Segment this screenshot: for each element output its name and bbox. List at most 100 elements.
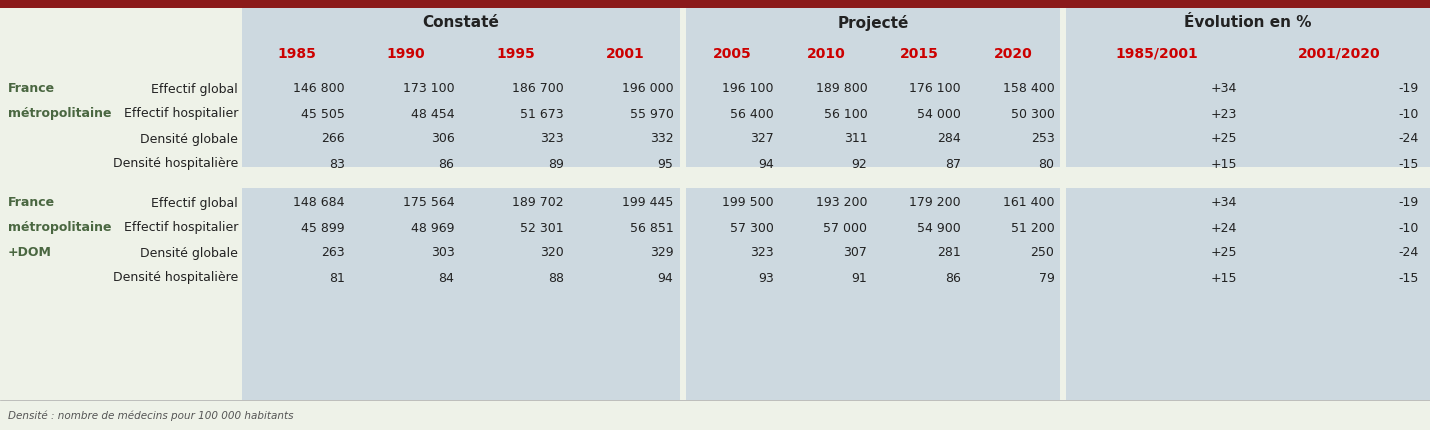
Text: 323: 323 [541, 132, 563, 145]
Text: Projecté: Projecté [838, 15, 908, 31]
Text: 175 564: 175 564 [403, 196, 455, 209]
Text: 189 702: 189 702 [512, 196, 563, 209]
Text: 95: 95 [658, 157, 674, 170]
Text: Densité globale: Densité globale [140, 246, 237, 259]
Text: -19: -19 [1399, 82, 1419, 95]
Text: métropolitaine: métropolitaine [9, 107, 112, 120]
Text: 176 100: 176 100 [909, 82, 961, 95]
Text: 281: 281 [937, 246, 961, 259]
Text: 91: 91 [852, 271, 868, 284]
Bar [242, 9, 681, 400]
Text: 87: 87 [945, 157, 961, 170]
Text: Densité hospitalière: Densité hospitalière [113, 157, 237, 170]
Text: 56 100: 56 100 [824, 107, 868, 120]
Bar [1060, 9, 1065, 400]
Text: 2020: 2020 [994, 46, 1032, 60]
Text: 161 400: 161 400 [1002, 196, 1054, 209]
Bar [681, 9, 686, 400]
Text: -10: -10 [1399, 107, 1419, 120]
Text: Effectif global: Effectif global [152, 82, 237, 95]
Text: 1995: 1995 [496, 46, 535, 60]
Text: 93: 93 [758, 271, 774, 284]
Text: -15: -15 [1399, 157, 1419, 170]
Text: 86: 86 [945, 271, 961, 284]
Bar [686, 9, 1060, 400]
Text: 48 454: 48 454 [410, 107, 455, 120]
Text: 52 301: 52 301 [521, 221, 563, 234]
Text: 2005: 2005 [714, 46, 752, 60]
Text: France: France [9, 196, 56, 209]
Text: 94: 94 [758, 157, 774, 170]
Text: 148 684: 148 684 [293, 196, 345, 209]
Text: 199 500: 199 500 [722, 196, 774, 209]
Text: France: France [9, 82, 56, 95]
Text: 45 899: 45 899 [302, 221, 345, 234]
Text: 56 851: 56 851 [629, 221, 674, 234]
Text: 158 400: 158 400 [1002, 82, 1054, 95]
Text: 83: 83 [329, 157, 345, 170]
Text: Évolution en %: Évolution en % [1184, 15, 1311, 30]
Bar [1065, 9, 1430, 400]
Text: 329: 329 [649, 246, 674, 259]
Text: 196 000: 196 000 [622, 82, 674, 95]
Text: 263: 263 [322, 246, 345, 259]
Text: 81: 81 [329, 271, 345, 284]
Text: 2015: 2015 [901, 46, 940, 60]
Text: -24: -24 [1399, 132, 1419, 145]
Text: 51 200: 51 200 [1011, 221, 1054, 234]
Text: Effectif hospitalier: Effectif hospitalier [123, 107, 237, 120]
Text: Densité globale: Densité globale [140, 132, 237, 145]
Text: +25: +25 [1211, 132, 1237, 145]
Text: 92: 92 [852, 157, 868, 170]
Text: Constaté: Constaté [422, 15, 499, 30]
Text: +34: +34 [1211, 196, 1237, 209]
Text: 199 445: 199 445 [622, 196, 674, 209]
Text: +24: +24 [1211, 221, 1237, 234]
Text: 307: 307 [844, 246, 868, 259]
Text: 51 673: 51 673 [521, 107, 563, 120]
Text: 332: 332 [649, 132, 674, 145]
Bar [0, 0, 1430, 9]
Text: 54 000: 54 000 [917, 107, 961, 120]
Text: +DOM: +DOM [9, 246, 51, 259]
Text: 57 300: 57 300 [729, 221, 774, 234]
Text: 193 200: 193 200 [817, 196, 868, 209]
Text: 189 800: 189 800 [815, 82, 868, 95]
Text: -24: -24 [1399, 246, 1419, 259]
Text: 250: 250 [1031, 246, 1054, 259]
Text: -10: -10 [1399, 221, 1419, 234]
Text: 253: 253 [1031, 132, 1054, 145]
Text: 1990: 1990 [388, 46, 426, 60]
Text: -15: -15 [1399, 271, 1419, 284]
Text: +23: +23 [1211, 107, 1237, 120]
Text: 179 200: 179 200 [909, 196, 961, 209]
Text: +15: +15 [1211, 271, 1237, 284]
Text: 1985/2001: 1985/2001 [1115, 46, 1198, 60]
Text: 2001: 2001 [606, 46, 645, 60]
Text: 327: 327 [751, 132, 774, 145]
Text: 79: 79 [1038, 271, 1054, 284]
Text: +34: +34 [1211, 82, 1237, 95]
Text: 323: 323 [751, 246, 774, 259]
Text: 196 100: 196 100 [722, 82, 774, 95]
Text: 2010: 2010 [807, 46, 845, 60]
Text: 57 000: 57 000 [824, 221, 868, 234]
Text: 303: 303 [430, 246, 455, 259]
Text: 50 300: 50 300 [1011, 107, 1054, 120]
Text: +25: +25 [1211, 246, 1237, 259]
Text: 311: 311 [844, 132, 868, 145]
Text: 84: 84 [439, 271, 455, 284]
Text: 94: 94 [658, 271, 674, 284]
Text: métropolitaine: métropolitaine [9, 221, 112, 234]
Text: Effectif hospitalier: Effectif hospitalier [123, 221, 237, 234]
Text: 306: 306 [430, 132, 455, 145]
Text: 45 505: 45 505 [302, 107, 345, 120]
Text: 48 969: 48 969 [410, 221, 455, 234]
Text: 2001/2020: 2001/2020 [1297, 46, 1380, 60]
Text: -19: -19 [1399, 196, 1419, 209]
Text: 86: 86 [439, 157, 455, 170]
Text: Densité : nombre de médecins pour 100 000 habitants: Densité : nombre de médecins pour 100 00… [9, 410, 293, 420]
Text: 186 700: 186 700 [512, 82, 563, 95]
Text: 55 970: 55 970 [629, 107, 674, 120]
Text: 56 400: 56 400 [731, 107, 774, 120]
